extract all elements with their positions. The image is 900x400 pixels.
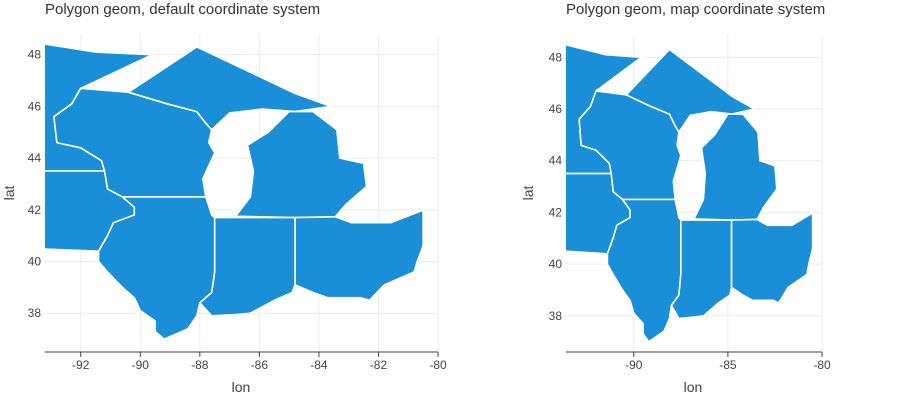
state-polygon (693, 113, 778, 221)
axes: -92 -90 -88 -86 -84 -82 -80 38 40 42 44 46 48 (28, 48, 447, 372)
y-tick-label: 48 (549, 50, 563, 64)
panel-map-coords: Polygon geom, map coordinate system -90-… (520, 1, 831, 395)
y-tick-label: 46 (549, 102, 563, 116)
state-polygons (45, 43, 424, 340)
state-polygon (730, 212, 814, 304)
x-axis-label: lon (684, 379, 703, 395)
x-axis-label: lon (232, 379, 251, 395)
x-tick-label: -80 (429, 358, 447, 372)
y-axis-label: lat (1, 186, 17, 201)
y-axis-label: lat (520, 186, 536, 201)
panel-title: Polygon geom, map coordinate system (566, 1, 825, 18)
x-tick-label: -92 (72, 358, 90, 372)
x-tick-label: -80 (813, 358, 831, 372)
y-tick-label: 46 (28, 99, 42, 113)
state-polygon (625, 48, 756, 133)
panel-title: Polygon geom, default coordinate system (45, 1, 320, 18)
x-tick-label: -85 (719, 358, 737, 372)
state-polygon (234, 110, 368, 219)
x-tick-label: -90 (625, 358, 643, 372)
x-tick-label: -84 (310, 358, 328, 372)
state-polygon (199, 216, 296, 317)
y-tick-label: 38 (28, 306, 42, 320)
state-polygon (127, 46, 332, 131)
y-tick-label: 40 (28, 255, 42, 269)
x-tick-label: -88 (191, 358, 209, 372)
state-polygon (294, 209, 424, 302)
y-tick-label: 42 (28, 203, 42, 217)
y-tick-label: 44 (28, 151, 42, 165)
y-tick-label: 42 (549, 205, 563, 219)
y-tick-label: 44 (549, 154, 563, 168)
state-polygon (670, 219, 733, 320)
x-tick-label: -82 (370, 358, 388, 372)
x-tick-label: -86 (251, 358, 269, 372)
y-tick-label: 40 (549, 257, 563, 271)
axes: -90 -85 -80 38 40 42 44 46 48 (549, 50, 831, 372)
y-tick-label: 48 (28, 48, 42, 62)
state-polygons (566, 44, 814, 343)
x-tick-label: -90 (132, 358, 150, 372)
panel-default-coords: Polygon geom, default coordinate system … (1, 1, 447, 395)
y-tick-label: 38 (549, 309, 563, 323)
